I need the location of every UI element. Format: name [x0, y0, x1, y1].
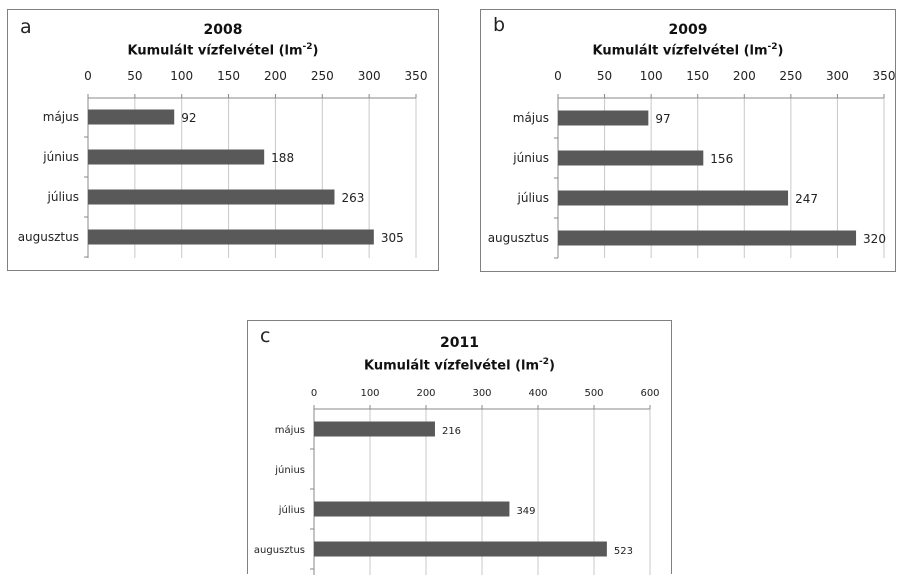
chart-year: 2008: [203, 22, 243, 38]
data-label: 263: [341, 191, 364, 205]
data-label: 349: [516, 506, 535, 517]
chart-title: Kumulált vízfelvétel (lm-2): [481, 42, 895, 58]
data-label: 156: [710, 152, 733, 166]
bar: [558, 230, 857, 246]
chart-title: Kumulált vízfelvétel (lm-2): [248, 357, 671, 373]
category-label: augusztus: [18, 230, 79, 244]
x-tick-label: 200: [264, 69, 287, 83]
x-tick-label: 150: [686, 69, 709, 83]
bar: [88, 149, 265, 165]
x-tick-label: 150: [217, 69, 240, 83]
x-tick-label: 500: [584, 388, 603, 399]
category-label: augusztus: [488, 231, 549, 245]
data-label: 523: [614, 546, 633, 557]
bar: [314, 541, 607, 557]
category-label: június: [512, 151, 549, 165]
data-label: 320: [863, 232, 886, 246]
chart-title-exponent: -2: [302, 42, 313, 52]
x-tick-label: 300: [826, 69, 849, 83]
category-label: augusztus: [254, 545, 305, 556]
category-label: június: [42, 150, 79, 164]
data-label: 216: [442, 426, 461, 437]
x-tick-label: 100: [170, 69, 193, 83]
x-tick-label: 50: [127, 69, 142, 83]
x-tick-label: 300: [358, 69, 381, 83]
category-label: május: [513, 111, 549, 125]
x-tick-label: 600: [640, 388, 659, 399]
category-label: május: [43, 110, 79, 124]
category-label: június: [274, 464, 305, 476]
chart-year: 2009: [668, 22, 708, 38]
x-tick-label: 250: [779, 69, 802, 83]
x-tick-label: 200: [416, 388, 435, 399]
chart-title-exponent: -2: [767, 42, 778, 52]
bar: [88, 109, 175, 125]
x-tick-label: 400: [528, 388, 547, 399]
x-tick-label: 300: [472, 388, 491, 399]
x-tick-label: 0: [84, 69, 92, 83]
category-label: július: [278, 504, 305, 516]
x-tick-label: 100: [360, 388, 379, 399]
chart-year: 2011: [440, 335, 479, 351]
panel-label: a: [20, 16, 32, 38]
bar: [558, 150, 704, 166]
x-tick-label: 250: [311, 69, 334, 83]
chart-title-exponent: -2: [539, 357, 550, 367]
x-tick-label: 350: [873, 69, 896, 83]
x-tick-label: 200: [733, 69, 756, 83]
chart-panel-a: a 2008 Kumulált vízfelvétel (lm-2) 0 50 10…: [7, 9, 439, 271]
bar: [88, 189, 335, 205]
data-label: 92: [181, 111, 196, 125]
chart-title-tail: ): [777, 43, 784, 59]
data-label: 305: [381, 231, 404, 245]
category-label: május: [275, 424, 305, 436]
bar-chart-2008: 0 50 100 150 200 250 300 350 május 92 június 188 júl…: [18, 69, 428, 258]
x-tick-label: 50: [597, 69, 612, 83]
category-label: július: [517, 191, 549, 205]
bar: [88, 229, 374, 245]
chart-title-text: Kumulált vízfelvétel (lm: [127, 43, 303, 59]
data-label: 188: [271, 151, 294, 165]
chart-title-tail: ): [549, 358, 555, 374]
chart-title-text: Kumulált vízfelvétel (lm: [592, 43, 768, 59]
chart-title: Kumulált vízfelvétel (lm-2): [8, 42, 438, 58]
bar-chart-2011: 0 100 200 300 400 500 600 május 216 június július 3…: [254, 388, 660, 575]
chart-panel-b: b 2009 Kumulált vízfelvétel (lm-2) 0 50 10…: [480, 9, 896, 272]
x-tick-label: 100: [640, 69, 663, 83]
data-label: 97: [655, 112, 670, 126]
panel-label: c: [260, 325, 271, 347]
data-label: 247: [795, 192, 818, 206]
chart-panel-c: c 2011 Kumulált vízfelvétel (lm-2) 0 100 2…: [247, 320, 672, 575]
bar: [314, 501, 510, 517]
bar: [558, 190, 789, 206]
x-tick-label: 0: [554, 69, 562, 83]
bar: [314, 421, 435, 437]
x-tick-label: 0: [311, 388, 317, 399]
category-label: július: [47, 190, 79, 204]
x-tick-label: 350: [405, 69, 428, 83]
bar-chart-2009: 0 50 100 150 200 250 300 350 május 97 június 156 júl…: [488, 69, 896, 259]
panel-label: b: [493, 14, 506, 36]
bar: [558, 110, 649, 126]
chart-title-text: Kumulált vízfelvétel (lm: [364, 358, 540, 374]
chart-title-tail: ): [312, 43, 319, 59]
